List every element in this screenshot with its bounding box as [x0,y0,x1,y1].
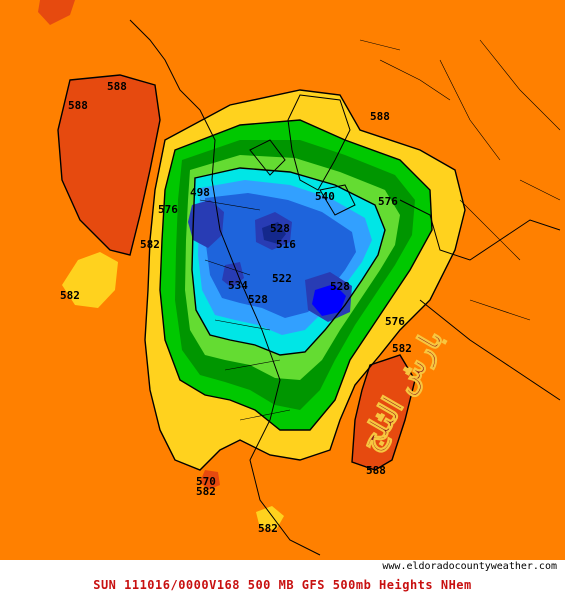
core-504 [262,222,286,244]
core-498 [312,284,346,316]
contour-label: 588 [370,110,390,123]
contour-label: 588 [107,80,127,93]
contour-label: 582 [196,485,216,498]
border-lines-east [439,39,561,321]
contour-label: 540 [315,190,335,203]
coastline-north-america [129,19,321,556]
contour-label: 516 [276,238,296,251]
core-516-west [188,200,224,248]
contour-552 [191,167,386,356]
ring-582-islet [256,506,284,530]
contour-label: 522 [272,272,292,285]
contour-label: 534 [228,279,248,292]
contour-label: 498 [190,186,210,199]
contour-label: 570 [196,475,216,488]
ridge-high-south [200,470,220,490]
contour-576 [159,119,433,431]
contour-label: 576 [378,195,398,208]
map-caption: SUN 111016/0000V168 500 MB GFS 500mb Hei… [93,578,472,592]
ridge-high-east [352,355,415,470]
contour-label: 582 [140,238,160,251]
contour-label: 576 [385,315,405,328]
coastline-arctic-islands [249,139,356,216]
coastline-eurasia [399,199,561,401]
credit-bar [0,560,565,576]
ridge-high-west [58,75,160,255]
contour-label: 528 [330,280,350,293]
coastline-greenland [287,94,351,191]
contour-label: 582 [258,522,278,535]
contour-label: 588 [366,464,386,477]
ring-582-bubble [62,252,118,308]
contour-label: 582 [60,289,80,302]
core-522-pocket [222,262,244,288]
contour-label: 576 [158,203,178,216]
contour-588-west [57,74,161,256]
contour-label: 588 [68,99,88,112]
source-credit: www.eldoradocountyweather.com [382,561,557,572]
border-lines-asia [359,39,561,201]
contour-582 [144,89,466,471]
contour-label: 582 [392,342,412,355]
contour-label: 528 [248,293,268,306]
contour-588-east [351,354,416,471]
contour-label: 528 [270,222,290,235]
ridge-high-northwest [38,0,75,25]
height-map: 588 588 588 582 582 582 582 576 576 576 … [0,0,565,560]
border-lines-west [199,199,291,421]
